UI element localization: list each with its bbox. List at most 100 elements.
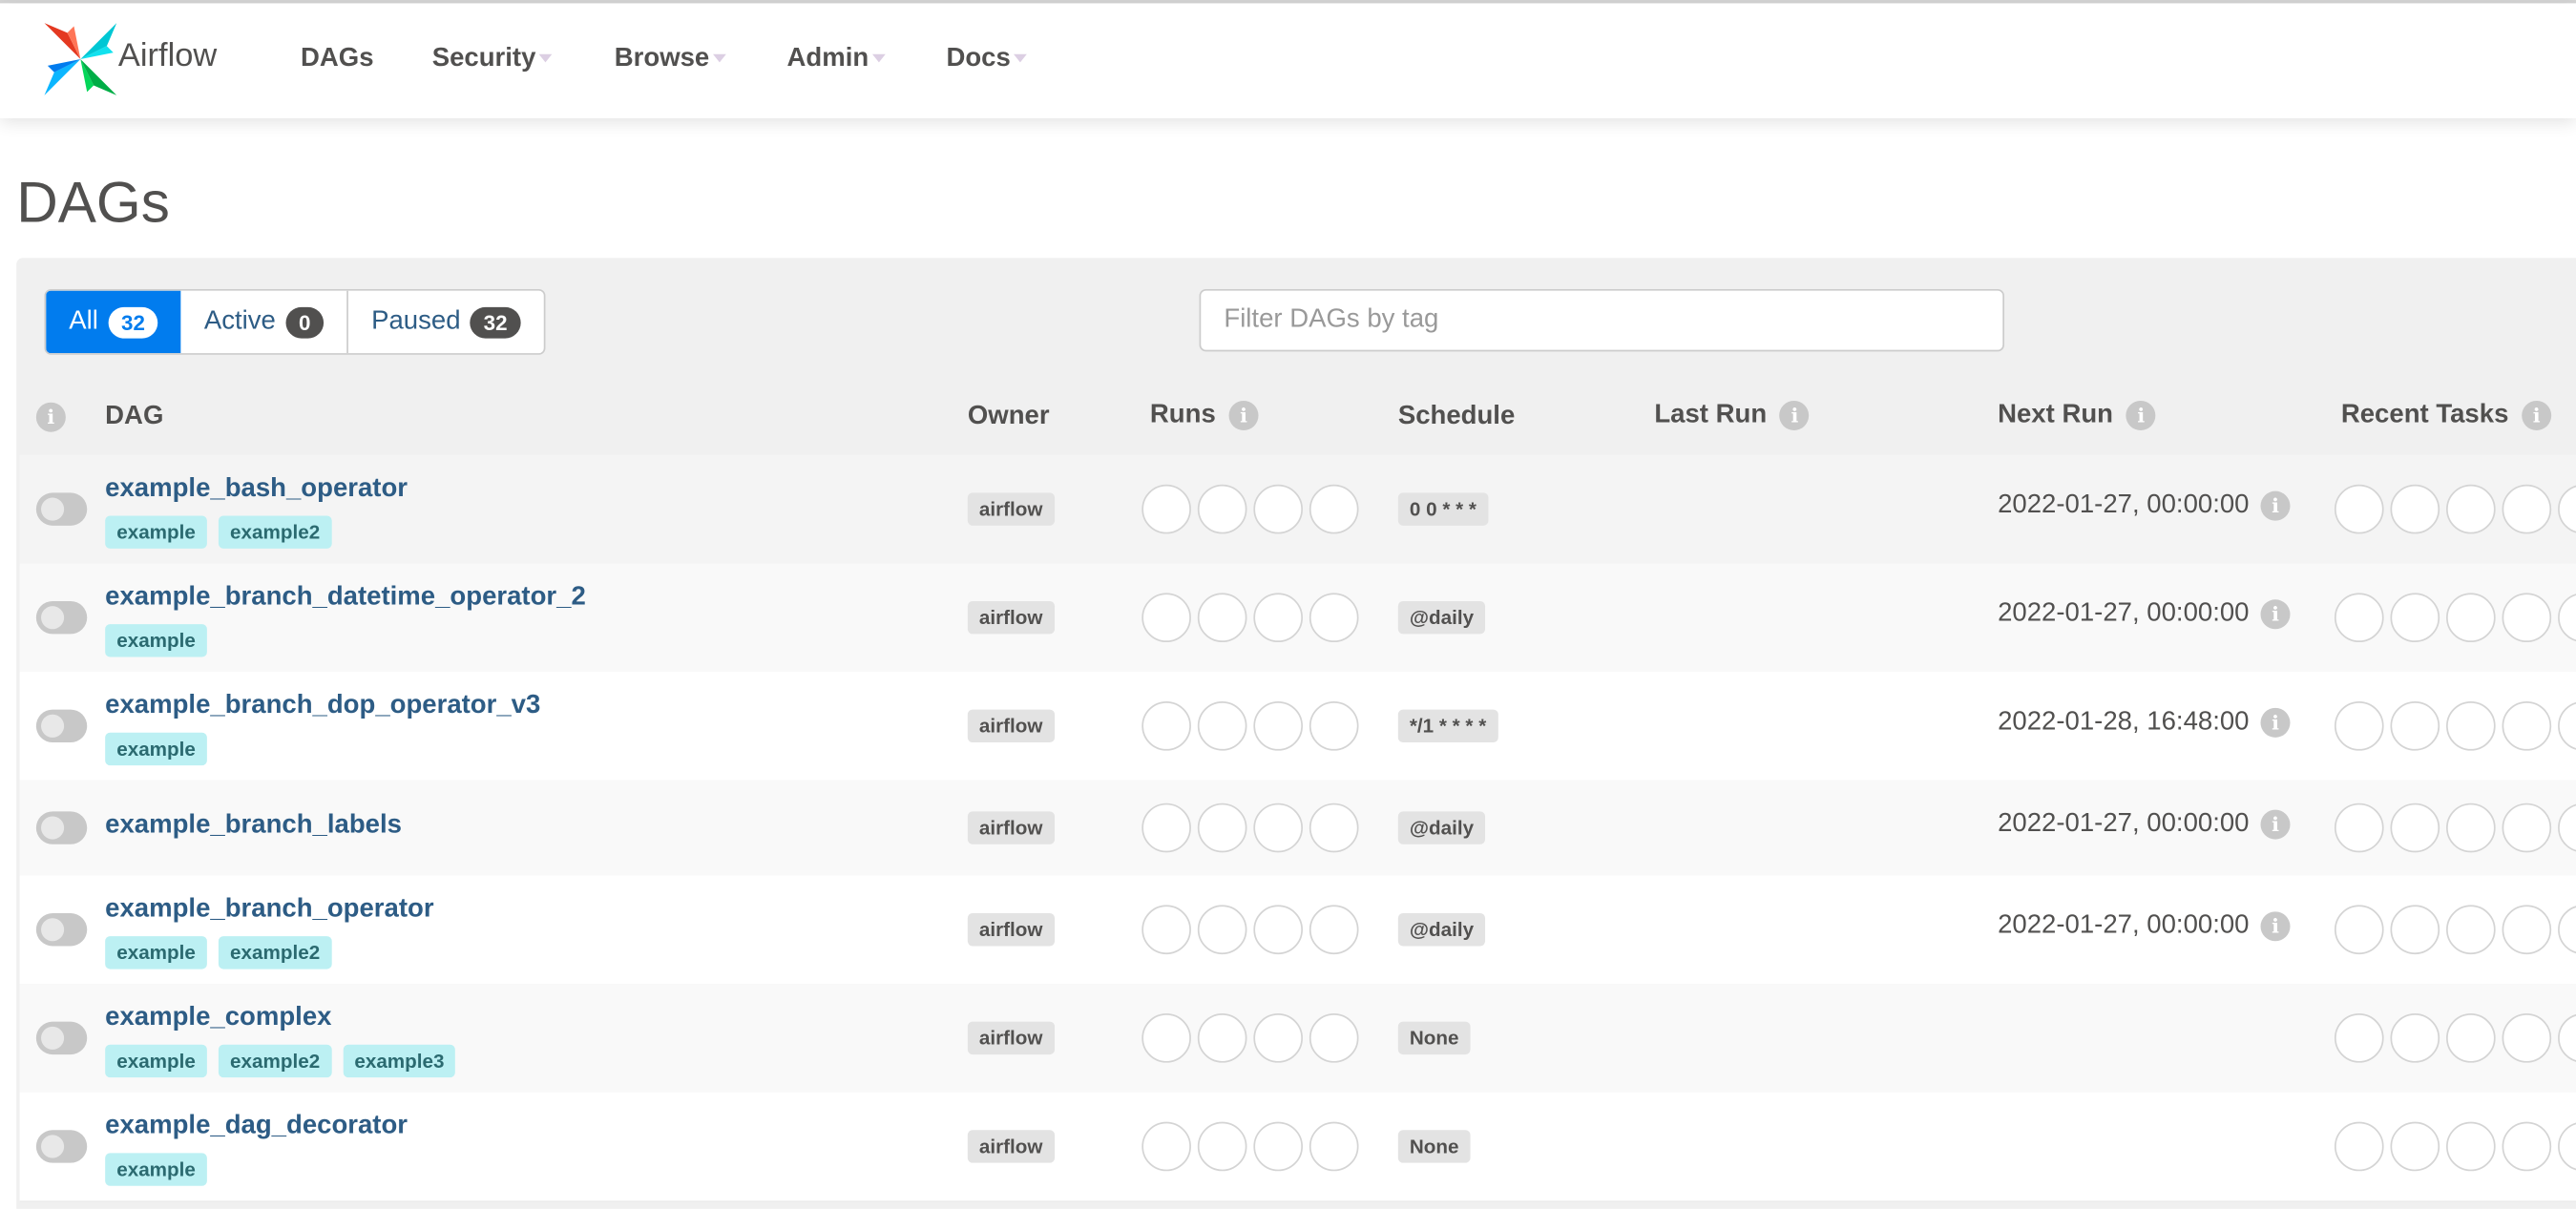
task-state-circle[interactable] [2334,1121,2384,1172]
run-state-circle[interactable] [1141,905,1191,955]
pause-toggle[interactable] [35,913,88,947]
task-state-circle[interactable] [2446,484,2496,534]
run-state-circle[interactable] [1141,1121,1191,1172]
run-state-circle[interactable] [1309,1013,1359,1063]
run-state-circle[interactable] [1309,700,1359,751]
owner-badge[interactable]: airflow [967,600,1055,635]
pause-toggle[interactable] [35,600,88,635]
filter-all-button[interactable]: All 32 [46,290,181,354]
tag-badge[interactable]: example [105,1153,207,1186]
task-state-circle[interactable] [2558,700,2576,751]
owner-badge[interactable]: airflow [967,811,1055,844]
task-state-circle[interactable] [2502,1121,2552,1172]
tag-filter-input[interactable] [1199,288,2004,352]
filter-paused-button[interactable]: Paused 32 [348,291,543,353]
run-state-circle[interactable] [1253,700,1303,751]
header-next-run[interactable]: Next Run i [1998,400,2156,430]
task-state-circle[interactable] [2558,1121,2576,1172]
run-state-circle[interactable] [1141,803,1191,853]
tag-badge[interactable]: example [105,624,207,657]
run-state-circle[interactable] [1197,803,1247,853]
nav-browse[interactable]: Browse [615,44,726,73]
run-state-circle[interactable] [1197,700,1247,751]
task-state-circle[interactable] [2446,803,2496,853]
task-state-circle[interactable] [2446,905,2496,955]
run-state-circle[interactable] [1197,593,1247,643]
run-state-circle[interactable] [1309,484,1359,534]
pause-toggle[interactable] [35,492,88,526]
header-owner[interactable]: Owner [967,402,1050,430]
task-state-circle[interactable] [2502,803,2552,853]
run-state-circle[interactable] [1309,803,1359,853]
run-state-circle[interactable] [1253,905,1303,955]
run-state-circle[interactable] [1253,593,1303,643]
task-state-circle[interactable] [2390,700,2440,751]
owner-badge[interactable]: airflow [967,913,1055,947]
schedule-badge[interactable]: @daily [1397,600,1486,635]
tag-badge[interactable]: example3 [343,1044,456,1078]
info-icon[interactable]: i [2260,911,2291,942]
run-state-circle[interactable] [1253,803,1303,853]
dag-id-link[interactable]: example_complex [105,1003,332,1032]
info-icon[interactable]: i [2260,707,2291,738]
run-state-circle[interactable] [1197,1013,1247,1063]
task-state-circle[interactable] [2390,1013,2440,1063]
task-state-circle[interactable] [2502,593,2552,643]
run-state-circle[interactable] [1141,484,1191,534]
info-icon[interactable]: i [35,402,66,432]
task-state-circle[interactable] [2558,484,2576,534]
task-state-circle[interactable] [2558,803,2576,853]
owner-badge[interactable]: airflow [967,709,1055,743]
info-icon[interactable]: i [2260,599,2291,630]
pause-toggle[interactable] [35,709,88,743]
run-state-circle[interactable] [1253,484,1303,534]
task-state-circle[interactable] [2390,803,2440,853]
nav-docs[interactable]: Docs [946,44,1028,73]
info-icon[interactable]: i [1228,400,1259,430]
tag-badge[interactable]: example2 [218,1044,332,1078]
info-icon[interactable]: i [2260,490,2291,521]
task-state-circle[interactable] [2334,593,2384,643]
run-state-circle[interactable] [1253,1121,1303,1172]
info-icon[interactable]: i [2522,400,2552,430]
pause-toggle[interactable] [35,1021,88,1055]
task-state-circle[interactable] [2334,484,2384,534]
tag-badge[interactable]: example [105,936,207,969]
schedule-badge[interactable]: @daily [1397,811,1486,844]
task-state-circle[interactable] [2334,905,2384,955]
schedule-badge[interactable]: */1 * * * * [1397,709,1498,743]
run-state-circle[interactable] [1253,1013,1303,1063]
run-state-circle[interactable] [1309,905,1359,955]
task-state-circle[interactable] [2334,1013,2384,1063]
brand-name[interactable]: Airflow [117,37,218,74]
run-state-circle[interactable] [1197,905,1247,955]
info-icon[interactable]: i [2126,400,2156,430]
task-state-circle[interactable] [2446,700,2496,751]
header-dag[interactable]: DAG [105,402,164,430]
task-state-circle[interactable] [2390,484,2440,534]
run-state-circle[interactable] [1309,593,1359,643]
owner-badge[interactable]: airflow [967,1021,1055,1055]
task-state-circle[interactable] [2446,1013,2496,1063]
task-state-circle[interactable] [2390,1121,2440,1172]
dag-id-link[interactable]: example_branch_dop_operator_v3 [105,691,541,719]
run-state-circle[interactable] [1309,1121,1359,1172]
task-state-circle[interactable] [2390,905,2440,955]
dag-id-link[interactable]: example_branch_operator [105,895,434,924]
task-state-circle[interactable] [2334,803,2384,853]
tag-badge[interactable]: example [105,732,207,766]
task-state-circle[interactable] [2558,1013,2576,1063]
tag-badge[interactable]: example2 [218,936,332,969]
dag-id-link[interactable]: example_bash_operator [105,474,408,503]
info-icon[interactable]: i [1779,400,1810,430]
pause-toggle[interactable] [35,1130,88,1163]
pause-toggle[interactable] [35,811,88,844]
nav-security[interactable]: Security [432,44,553,73]
tag-badge[interactable]: example [105,1044,207,1078]
task-state-circle[interactable] [2502,1013,2552,1063]
owner-badge[interactable]: airflow [967,492,1055,526]
task-state-circle[interactable] [2502,905,2552,955]
task-state-circle[interactable] [2334,700,2384,751]
run-state-circle[interactable] [1141,1013,1191,1063]
run-state-circle[interactable] [1197,484,1247,534]
